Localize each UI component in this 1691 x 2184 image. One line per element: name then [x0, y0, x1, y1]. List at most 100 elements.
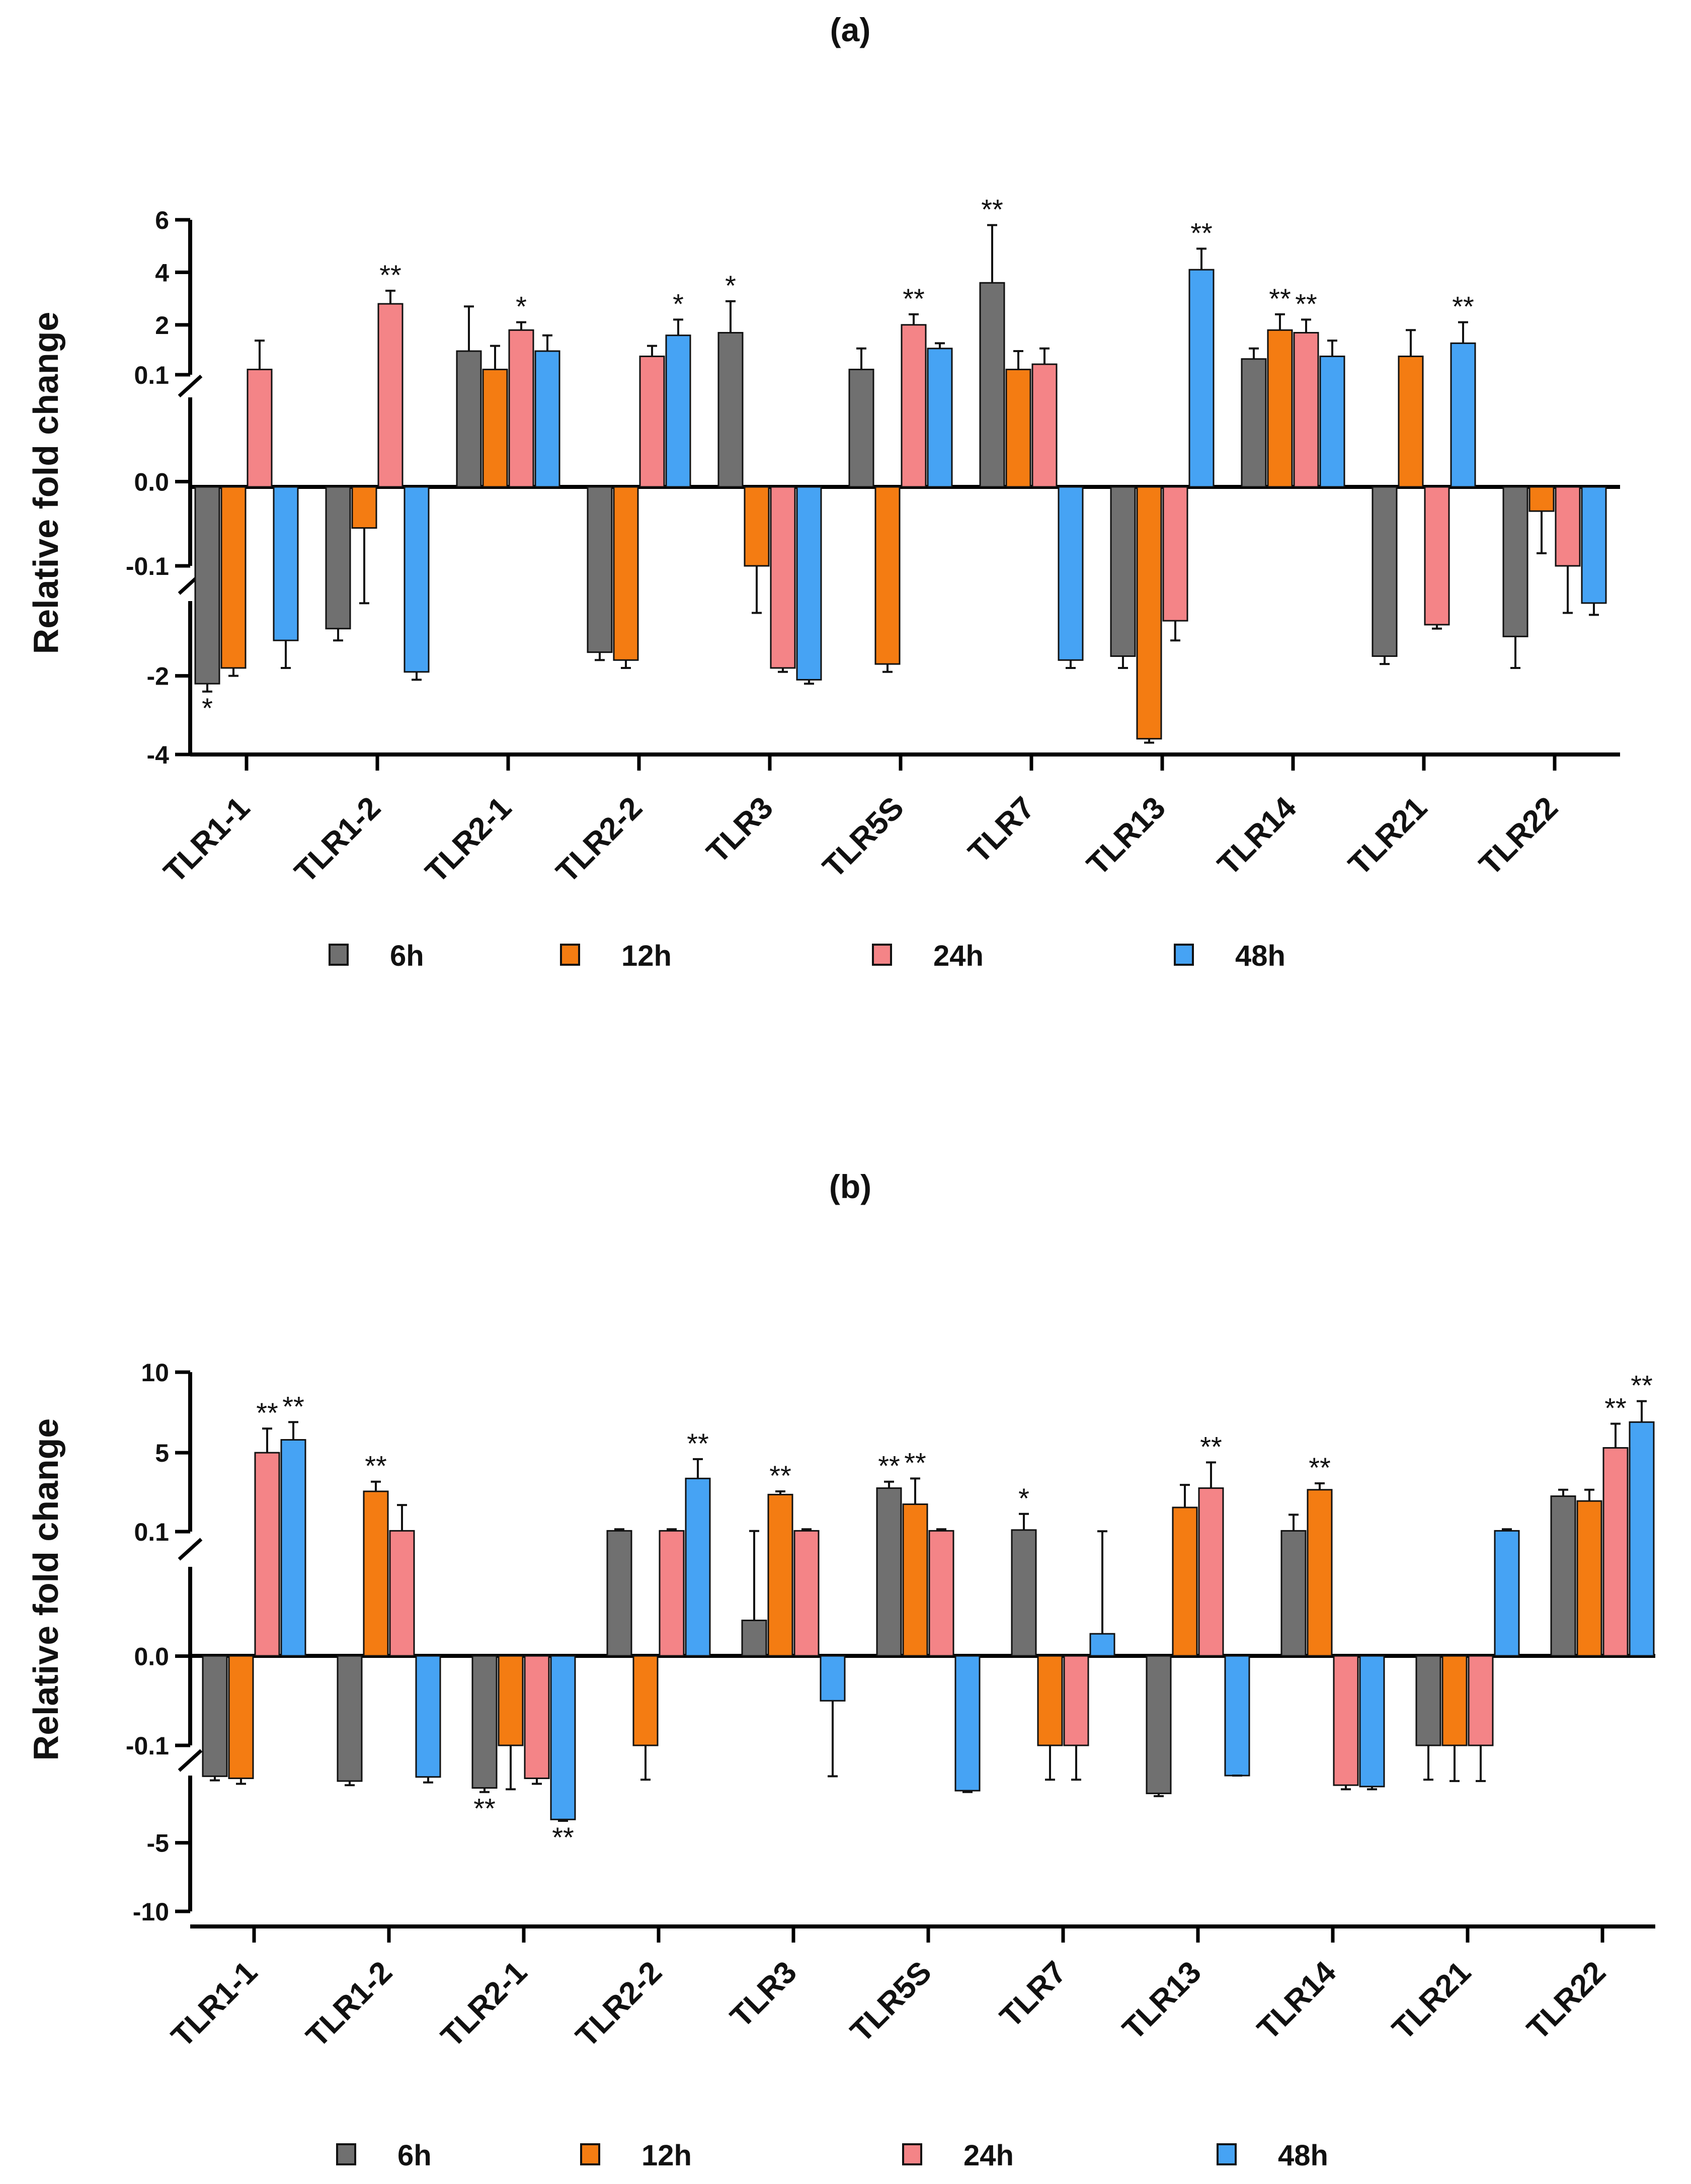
significance-marker: ** — [1604, 1392, 1627, 1423]
bar-6h — [1280, 1530, 1307, 1657]
bar-6h — [325, 486, 351, 630]
legend-label: 48h — [1235, 940, 1285, 972]
bar-48h — [665, 334, 691, 488]
x-tick-label: TLR5S — [816, 790, 911, 885]
y-tick-label: -0.1 — [126, 1732, 169, 1760]
bar-12h — [220, 486, 247, 669]
x-tick-label: TLR13 — [1116, 1955, 1208, 2047]
x-tick-label: TLR22 — [1520, 1955, 1613, 2047]
x-tick-label: TLR1-2 — [288, 790, 387, 889]
y-tick-label: 0.1 — [134, 361, 169, 389]
bar-24h — [1555, 486, 1581, 567]
chart-panel-a: (a) Relative fold change 6 4 2 0.1 0.0 -0.1 -2 -4… — [26, 11, 1620, 972]
significance-marker: ** — [981, 193, 1003, 225]
bar-48h — [273, 486, 299, 641]
x-tick-label: TLR2-1 — [435, 1955, 534, 2054]
bar-48h — [1089, 1633, 1115, 1657]
y-tick-label: 6 — [155, 206, 169, 234]
bar-6h — [1415, 1655, 1441, 1746]
bar-12h — [1005, 369, 1031, 488]
bar-24h — [254, 1452, 280, 1657]
y-tick-label: -5 — [147, 1829, 169, 1858]
bar-24h — [1602, 1447, 1629, 1657]
legend-label: 12h — [641, 2139, 692, 2172]
bar-48h — [1058, 486, 1084, 661]
bar-6h — [1011, 1529, 1037, 1657]
bar-6h — [1550, 1495, 1576, 1657]
x-tick-label: TLR2-2 — [570, 1955, 669, 2054]
bar-6h — [606, 1530, 632, 1657]
significance-marker: ** — [1200, 1431, 1222, 1462]
significance-marker: * — [673, 288, 684, 319]
y-tick-label: 0.0 — [134, 468, 169, 496]
bar-48h — [534, 350, 560, 488]
bar-12h — [363, 1490, 389, 1657]
bar-6h — [337, 1655, 363, 1782]
chart-title: (a) — [830, 11, 871, 48]
legend-swatch-48h — [1174, 944, 1194, 966]
x-tick-label: TLR21 — [1386, 1955, 1478, 2047]
x-tick-label: TLR7 — [994, 1955, 1073, 2034]
bar-6h — [471, 1655, 498, 1789]
bar-6h — [1372, 486, 1398, 657]
significance-marker: ** — [282, 1390, 304, 1422]
bar-6h — [202, 1655, 228, 1777]
bar-6h — [1110, 486, 1136, 657]
bar-12h — [1398, 355, 1424, 488]
bar-48h — [1581, 486, 1607, 604]
legend-label: 6h — [397, 2139, 432, 2172]
significance-marker: ** — [904, 1447, 926, 1478]
y-tick-label: -2 — [147, 662, 169, 691]
significance-marker: ** — [552, 1821, 574, 1853]
significance-marker: * — [202, 692, 213, 724]
bar-6h — [741, 1620, 767, 1657]
significance-marker: ** — [1309, 1452, 1331, 1483]
legend-swatch-12h — [560, 944, 580, 966]
bar-24h — [1031, 363, 1058, 488]
significance-marker: ** — [256, 1397, 278, 1429]
bar-6h — [717, 331, 744, 488]
significance-marker: ** — [769, 1460, 791, 1491]
x-tick-label: TLR14 — [1211, 790, 1303, 882]
bar-12h — [632, 1655, 659, 1746]
bar-48h — [954, 1655, 981, 1792]
bar-6h — [1502, 486, 1528, 637]
bar-24h — [524, 1655, 550, 1779]
bar-24h — [793, 1530, 820, 1657]
legend-swatch-24h — [872, 944, 892, 966]
bar-12h — [744, 486, 770, 567]
bar-48h — [1319, 355, 1345, 488]
significance-marker: ** — [878, 1450, 900, 1482]
bar-12h — [613, 486, 639, 661]
bar-48h — [820, 1655, 846, 1702]
bar-24h — [901, 324, 927, 488]
bar-12h — [1576, 1500, 1602, 1657]
bar-48h — [1188, 269, 1215, 488]
bar-6h — [456, 350, 482, 488]
bar-24h — [1333, 1655, 1359, 1786]
bar-12h — [1136, 486, 1162, 740]
significance-marker: ** — [1269, 283, 1291, 314]
x-tick-label: TLR1-1 — [165, 1955, 264, 2054]
legend-swatch-6h — [329, 944, 349, 966]
significance-marker: ** — [687, 1427, 709, 1459]
significance-marker: * — [516, 291, 527, 322]
bar-48h — [796, 486, 822, 681]
bar-24h — [1293, 331, 1319, 488]
bar-48h — [404, 486, 430, 673]
significance-marker: ** — [1631, 1370, 1653, 1401]
bar-12h — [902, 1503, 928, 1657]
legend-label: 24h — [933, 940, 984, 972]
bar-12h — [1037, 1655, 1063, 1746]
bar-24h — [1424, 486, 1450, 626]
chart-title: (b) — [829, 1168, 871, 1205]
legend-swatch-6h — [336, 2143, 356, 2165]
x-tick-label: TLR2-2 — [550, 790, 649, 889]
legend-swatch-12h — [580, 2143, 600, 2165]
bar-12h — [482, 369, 508, 488]
bar-6h — [1241, 358, 1267, 488]
y-axis-label: Relative fold change — [26, 312, 65, 654]
x-tick-label: TLR1-1 — [157, 790, 257, 889]
bar-48h — [927, 348, 953, 488]
